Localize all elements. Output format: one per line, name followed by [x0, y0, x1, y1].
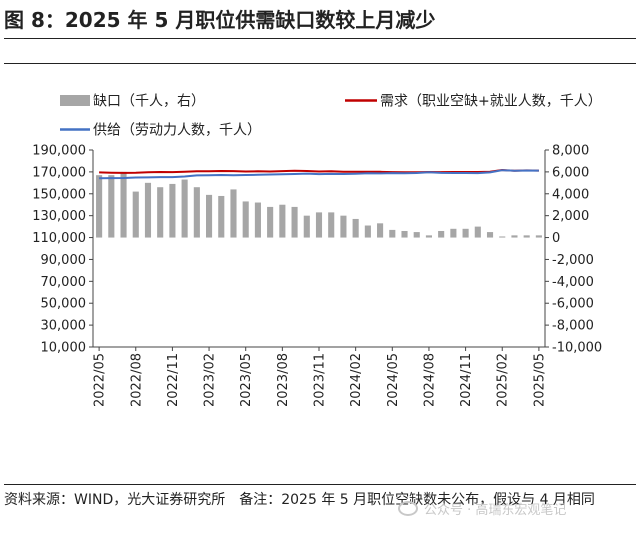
x-tick-label: 2025/02	[496, 353, 511, 407]
title-rule	[4, 38, 636, 39]
left-tick-label: 110,000	[32, 231, 86, 246]
left-tick-label: 190,000	[32, 144, 86, 159]
gap-bar	[218, 195, 225, 238]
gap-bar	[291, 206, 298, 238]
gap-bar	[352, 218, 359, 238]
left-tick-label: 70,000	[41, 275, 87, 290]
gap-bar	[279, 204, 286, 238]
left-tick-label: 10,000	[41, 341, 87, 356]
gap-bar	[169, 183, 176, 238]
gap-bar	[181, 179, 188, 238]
x-tick-label: 2024/05	[386, 353, 401, 407]
gap-bar	[303, 215, 310, 238]
x-tick-label: 2023/11	[313, 353, 328, 407]
page-title: 图 8：2025 年 5 月职位供需缺口数较上月减少	[4, 8, 436, 32]
x-tick-label: 2024/08	[422, 353, 437, 407]
gap-bar	[401, 230, 408, 238]
right-tick-label: 6,000	[552, 165, 589, 180]
watermark: 公众号 · 高瑞东宏观笔记	[398, 499, 566, 518]
note-text: 备注：2025 年 5 月职位空缺数未公布，假设与 4 月相同	[239, 492, 595, 508]
right-tick-label: -8,000	[552, 319, 594, 334]
gap-bar	[499, 236, 506, 238]
gap-bar	[364, 225, 371, 238]
left-tick-label: 130,000	[32, 209, 86, 224]
right-tick-label: -2,000	[552, 253, 594, 268]
wechat-icon	[398, 501, 418, 516]
gap-bar	[413, 232, 420, 238]
source-note: 资料来源：WIND，光大证券研究所 备注：2025 年 5 月职位空缺数未公布，假…	[4, 490, 634, 510]
gap-bar	[96, 175, 103, 238]
right-tick-label: -4,000	[552, 275, 594, 290]
gap-bar	[193, 187, 200, 238]
gap-bar	[157, 187, 164, 238]
x-tick-label: 2024/02	[349, 353, 364, 407]
gap-bar	[108, 175, 115, 238]
left-tick-label: 90,000	[41, 253, 87, 268]
gap-bar	[377, 223, 384, 238]
gap-bar	[315, 212, 323, 238]
x-tick-label: 2022/05	[93, 353, 108, 407]
left-tick-label: 150,000	[32, 187, 86, 202]
x-tick-label: 2023/08	[276, 353, 291, 407]
gap-bar	[206, 194, 213, 238]
legend-label-supply: 供给（劳动力人数，千人）	[93, 123, 261, 139]
x-tick-label: 2025/05	[532, 353, 547, 407]
right-tick-label: 4,000	[552, 187, 589, 202]
watermark-text: 公众号 · 高瑞东宏观笔记	[424, 503, 567, 518]
supply-line	[99, 169, 539, 180]
gap-bar	[230, 189, 237, 238]
x-tick-label: 2023/05	[239, 353, 254, 407]
right-tick-label: -6,000	[552, 297, 594, 312]
gap-bar	[132, 191, 139, 238]
gap-bar	[462, 228, 469, 238]
gap-bar	[438, 230, 445, 238]
gap-bar	[389, 229, 396, 238]
source-text: 资料来源：WIND，光大证券研究所	[4, 492, 226, 508]
footer-rule	[4, 484, 636, 485]
gap-bar	[486, 232, 494, 238]
gap-bar	[120, 171, 127, 238]
chart: 10,000 30,000 50,000 70,000 90,000 110,000 130…	[32, 94, 602, 408]
gap-bar	[425, 235, 432, 238]
left-tick-label: 50,000	[41, 297, 87, 312]
gap-bar	[328, 212, 335, 238]
legend-swatch-gap	[60, 95, 90, 106]
left-tick-label: 170,000	[32, 165, 86, 180]
gap-bar	[535, 235, 542, 238]
right-tick-label: -10,000	[552, 341, 602, 356]
legend-label-demand: 需求（职业空缺+就业人数，千人）	[380, 94, 602, 110]
right-tick-label: 0	[552, 231, 560, 246]
x-tick-label: 2024/11	[459, 353, 474, 407]
right-tick-label: 2,000	[552, 209, 589, 224]
gap-bar	[474, 226, 481, 238]
gap-bar	[523, 235, 530, 238]
gap-bar	[340, 215, 347, 238]
gap-bar	[511, 235, 518, 238]
x-tick-label: 2023/02	[203, 353, 218, 407]
right-tick-label: 8,000	[552, 144, 589, 159]
legend-label-gap: 缺口（千人，右）	[93, 94, 205, 110]
gap-bar	[450, 228, 457, 238]
header-rule	[4, 63, 636, 64]
left-tick-label: 30,000	[41, 319, 87, 334]
gap-bar	[242, 201, 249, 238]
gap-bar	[254, 202, 261, 238]
gap-bar	[144, 182, 152, 238]
gap-bar	[267, 206, 274, 238]
x-tick-label: 2022/08	[129, 353, 144, 407]
x-tick-label: 2022/11	[166, 353, 181, 407]
